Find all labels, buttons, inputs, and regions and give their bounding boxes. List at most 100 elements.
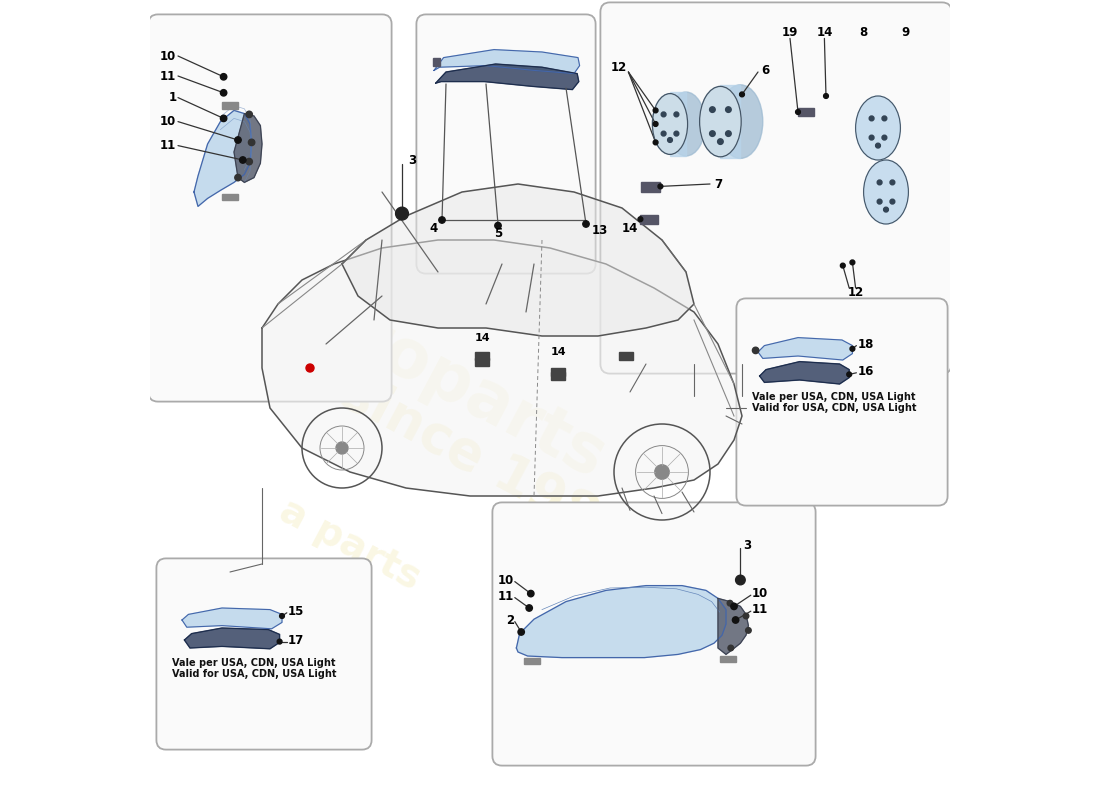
Circle shape xyxy=(654,465,669,479)
Circle shape xyxy=(518,629,525,635)
Text: 3: 3 xyxy=(408,154,417,166)
Circle shape xyxy=(752,347,759,354)
Bar xyxy=(222,194,238,200)
Circle shape xyxy=(882,135,887,140)
Text: 1: 1 xyxy=(168,91,176,104)
Polygon shape xyxy=(718,598,748,654)
Circle shape xyxy=(653,122,658,126)
Text: 13: 13 xyxy=(592,224,608,237)
FancyBboxPatch shape xyxy=(417,14,595,274)
Text: 11: 11 xyxy=(161,70,176,82)
Polygon shape xyxy=(516,586,726,658)
Text: since 1985: since 1985 xyxy=(333,366,639,562)
FancyBboxPatch shape xyxy=(156,558,372,750)
Bar xyxy=(720,85,740,158)
Circle shape xyxy=(220,74,227,80)
Circle shape xyxy=(528,590,534,597)
Circle shape xyxy=(661,112,666,117)
Polygon shape xyxy=(436,64,579,90)
Text: 11: 11 xyxy=(497,590,514,602)
Circle shape xyxy=(246,158,252,165)
Ellipse shape xyxy=(667,92,705,156)
Text: 19: 19 xyxy=(782,26,799,38)
Text: 15: 15 xyxy=(287,605,304,618)
Circle shape xyxy=(726,131,732,136)
Bar xyxy=(475,352,490,360)
Circle shape xyxy=(336,442,348,454)
Text: 11: 11 xyxy=(161,139,176,152)
Circle shape xyxy=(727,600,733,606)
FancyBboxPatch shape xyxy=(493,502,815,766)
Circle shape xyxy=(710,107,715,112)
Text: europarts: europarts xyxy=(260,260,616,492)
Circle shape xyxy=(396,207,408,220)
Circle shape xyxy=(220,115,227,122)
Text: 14: 14 xyxy=(816,26,833,38)
Circle shape xyxy=(495,222,502,229)
Text: Vale per USA, CDN, USA Light: Vale per USA, CDN, USA Light xyxy=(751,392,915,402)
Circle shape xyxy=(661,131,666,136)
Text: 10: 10 xyxy=(751,587,768,600)
Bar xyxy=(619,352,634,360)
Circle shape xyxy=(890,180,894,185)
Ellipse shape xyxy=(718,85,762,158)
Circle shape xyxy=(526,605,532,611)
Bar xyxy=(475,358,490,366)
Bar xyxy=(222,102,238,109)
Circle shape xyxy=(220,90,227,96)
Text: Valid for USA, CDN, USA Light: Valid for USA, CDN, USA Light xyxy=(751,403,916,413)
Polygon shape xyxy=(182,608,282,629)
Circle shape xyxy=(653,140,658,145)
Text: 11: 11 xyxy=(751,603,768,616)
Bar xyxy=(670,92,686,156)
Circle shape xyxy=(877,199,882,204)
Circle shape xyxy=(658,184,663,189)
Text: 14: 14 xyxy=(474,333,490,342)
Circle shape xyxy=(847,372,851,377)
Circle shape xyxy=(249,139,255,146)
Text: 12: 12 xyxy=(610,61,627,74)
Text: 10: 10 xyxy=(497,574,514,586)
Polygon shape xyxy=(758,338,852,360)
Ellipse shape xyxy=(864,160,909,224)
Circle shape xyxy=(306,364,313,372)
Circle shape xyxy=(883,207,889,212)
Bar xyxy=(719,656,736,662)
Circle shape xyxy=(279,614,285,618)
Text: 14: 14 xyxy=(550,347,565,357)
Circle shape xyxy=(890,199,894,204)
Text: a parts: a parts xyxy=(273,491,427,597)
Circle shape xyxy=(733,617,739,623)
Circle shape xyxy=(240,157,246,163)
Bar xyxy=(551,368,565,376)
Circle shape xyxy=(795,110,801,114)
Circle shape xyxy=(840,263,845,268)
Polygon shape xyxy=(262,240,742,496)
Circle shape xyxy=(876,143,880,148)
Bar xyxy=(433,58,440,66)
Text: 9: 9 xyxy=(902,26,910,38)
Circle shape xyxy=(234,137,241,143)
Bar xyxy=(798,108,814,116)
Ellipse shape xyxy=(856,96,901,160)
Circle shape xyxy=(726,107,732,112)
Text: 14: 14 xyxy=(621,222,638,234)
Circle shape xyxy=(728,645,734,651)
Text: 8: 8 xyxy=(859,26,868,38)
Text: 16: 16 xyxy=(857,365,873,378)
Circle shape xyxy=(850,346,855,351)
FancyBboxPatch shape xyxy=(601,2,952,374)
FancyBboxPatch shape xyxy=(148,14,392,402)
Polygon shape xyxy=(760,362,849,384)
Polygon shape xyxy=(185,628,279,649)
Circle shape xyxy=(730,603,737,610)
Circle shape xyxy=(638,217,642,222)
Circle shape xyxy=(736,575,745,585)
Circle shape xyxy=(710,131,715,136)
Circle shape xyxy=(277,639,282,644)
Circle shape xyxy=(668,138,672,142)
Polygon shape xyxy=(434,50,580,74)
Text: 5: 5 xyxy=(494,227,502,240)
Text: 2: 2 xyxy=(506,614,514,626)
Circle shape xyxy=(869,116,874,121)
